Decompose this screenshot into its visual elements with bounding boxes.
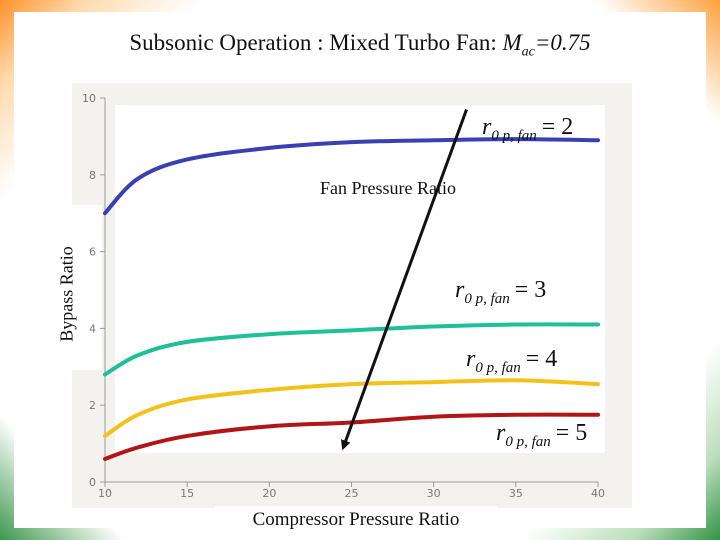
x-axis-label: Compressor Pressure Ratio	[215, 506, 497, 536]
axes-layer: 10 15 20 25 30 35 40 0 2 4 6 8 10	[82, 92, 605, 500]
y-tick-label: 8	[89, 169, 96, 182]
ylabel-backdrop	[72, 205, 102, 370]
y-tick-label: 0	[89, 476, 96, 489]
series-label-fpr-5: r0 p, fan = 5	[496, 420, 587, 450]
x-tick-label: 20	[262, 487, 276, 500]
series-line-fpr-2	[103, 137, 600, 216]
slide-title: Subsonic Operation : Mixed Turbo Fan: Ma…	[0, 30, 720, 61]
title-mach-symbol: M	[502, 30, 522, 55]
plot-area	[115, 105, 605, 453]
x-tick-label: 25	[345, 487, 359, 500]
y-tick-label: 2	[89, 399, 96, 412]
title-prefix: Subsonic Operation : Mixed Turbo Fan:	[129, 30, 503, 55]
title-mach: Mac=0.75	[502, 30, 591, 60]
series-layer: r0 p, fan = 2 r0 p, fan = 3 r0 p, fan = 4 r0 p…	[103, 114, 600, 461]
annotation-layer: Fan Pressure Ratio	[320, 109, 468, 451]
series-line-fpr-5	[103, 412, 600, 461]
y-tick-label: 4	[89, 322, 96, 335]
series-label-fpr-3: r0 p, fan = 3	[455, 277, 546, 307]
x-tick-label: 30	[427, 487, 441, 500]
y-tick-label: 6	[89, 246, 96, 259]
x-tick-label: 40	[591, 487, 605, 500]
title-mach-value: =0.75	[534, 30, 591, 55]
series-line-fpr-3	[103, 322, 600, 377]
series-label-fpr-2: r0 p, fan = 2	[482, 114, 573, 144]
x-tick-label: 15	[180, 487, 194, 500]
series-label-fpr-4: r0 p, fan = 4	[466, 346, 557, 376]
x-tick-label: 35	[509, 487, 523, 500]
x-tick-label: 10	[98, 487, 112, 500]
fan-pressure-ratio-label: Fan Pressure Ratio	[320, 178, 456, 198]
series-line-fpr-4	[103, 378, 600, 438]
y-axis-label: Bypass Ratio	[56, 246, 77, 342]
fan-pressure-ratio-arrow	[340, 109, 468, 451]
y-tick-label: 10	[82, 92, 96, 105]
title-mach-subscript: ac	[521, 44, 535, 60]
